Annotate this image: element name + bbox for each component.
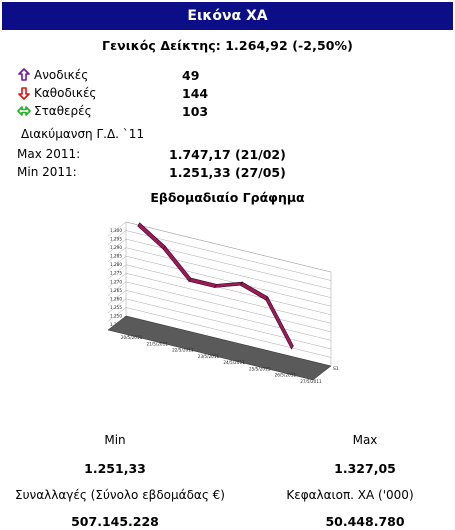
chart-gridline-side [107, 238, 127, 254]
chart-y-tick-label: 1.255 [110, 305, 122, 310]
chart-x-tick-label: 27/5/2011 [300, 379, 322, 384]
chart-gridline [125, 290, 332, 341]
chart-gridline [125, 255, 332, 307]
chart-floor [107, 315, 332, 381]
week-min-value: 1.251,33 [84, 461, 146, 476]
chart-y-tick-label: 1.290 [110, 245, 122, 250]
min-label: Min [104, 433, 126, 447]
down-arrow-icon [18, 87, 30, 100]
chart-x-tick-label: 21/5/2011 [146, 341, 168, 346]
chart-gridline-side [107, 221, 127, 237]
chart-gridline-side [107, 255, 127, 271]
chart-gridline [125, 281, 332, 333]
chart-y-tick-label: 1.295 [110, 237, 122, 242]
general-index: Γενικός Δείκτης: 1.264,92 (-2,50%) [102, 38, 353, 53]
stat-value: 49 [182, 68, 200, 83]
chart-y-tick-label: 1.270 [110, 279, 122, 284]
chart-gridline [125, 221, 332, 273]
trades-value: 507.145.228 [71, 514, 159, 529]
chart-gridline-side [107, 264, 127, 279]
chart-series-axis-label: S1 [333, 366, 339, 372]
chart-y-tick-label: 1.250 [110, 313, 122, 318]
stat-value: 144 [182, 86, 209, 101]
chart-gridline [125, 247, 332, 298]
chart-series-segment [265, 296, 294, 350]
chart-y-tick-label: 1.280 [110, 262, 122, 267]
min-2011-value: 1.251,33 (27/05) [169, 165, 286, 180]
trades-label: Συναλλαγές (Σύνολο εβδομάδας €) [14, 488, 225, 502]
range-title: Διακύμανση Γ.Δ. `11 [21, 127, 145, 141]
chart-gridline [125, 307, 332, 358]
chart-gridline [125, 273, 332, 324]
chart-title: Εβδομαδιαίο Γράφημα [150, 190, 305, 205]
week-max-value: 1.327,05 [334, 461, 396, 476]
chart-gridline [125, 264, 332, 315]
min-2011-label: Min 2011: [17, 165, 77, 179]
left-right-arrow-icon [17, 106, 31, 116]
chart-x-tick-label: 26/5/2011 [275, 373, 297, 378]
stat-value: 103 [182, 104, 209, 119]
chart-gridline [125, 298, 332, 350]
chart-gridline-side [107, 290, 127, 305]
chart-gridline-side [107, 298, 127, 314]
chart-y-tick-label: 1.300 [110, 228, 122, 233]
chart-y-tick-label: 1.265 [110, 288, 122, 293]
chart-x-tick-label: 23/5/2011 [198, 354, 220, 359]
chart-gridline-side [107, 247, 127, 262]
chart-x-tick-label: 20/5/2011 [121, 335, 143, 340]
chart-y-tick-label: 1.285 [110, 254, 122, 259]
stat-label: Σταθερές [34, 104, 92, 118]
chart-y-tick-label: 1.260 [110, 296, 122, 301]
stat-label: Ανοδικές [34, 68, 89, 82]
page-header: Εικόνα ΧΑ [2, 2, 453, 30]
chart-x-tick-label: 22/5/2011 [172, 348, 194, 353]
chart-y-tick-label: 1.275 [110, 271, 122, 276]
stat-label: Καθοδικές [34, 86, 97, 100]
weekly-chart: 1.300 1.295 1.290 1.285 1.280 1.275 1.270 1.265… [107, 221, 339, 384]
chart-gridline-side [107, 273, 127, 288]
chart-gridline-side [107, 281, 127, 297]
chart-x-tick-label: 25/5/2011 [249, 366, 271, 371]
chart-gridline-side [107, 230, 127, 245]
chart-gridline [125, 238, 332, 290]
market-cap-label: Κεφαλαιοπ. ΧΑ ('000) [286, 488, 414, 502]
chart-gridline [125, 230, 332, 281]
chart-x-tick-label: 24/5/2011 [223, 360, 245, 365]
market-cap-value: 50.448.780 [325, 514, 405, 529]
max-2011-value: 1.747,17 (21/02) [169, 147, 286, 162]
max-2011-label: Max 2011: [17, 147, 81, 161]
up-arrow-icon [18, 68, 30, 81]
chart-gridline-side [107, 307, 127, 322]
max-label: Max [352, 433, 378, 447]
